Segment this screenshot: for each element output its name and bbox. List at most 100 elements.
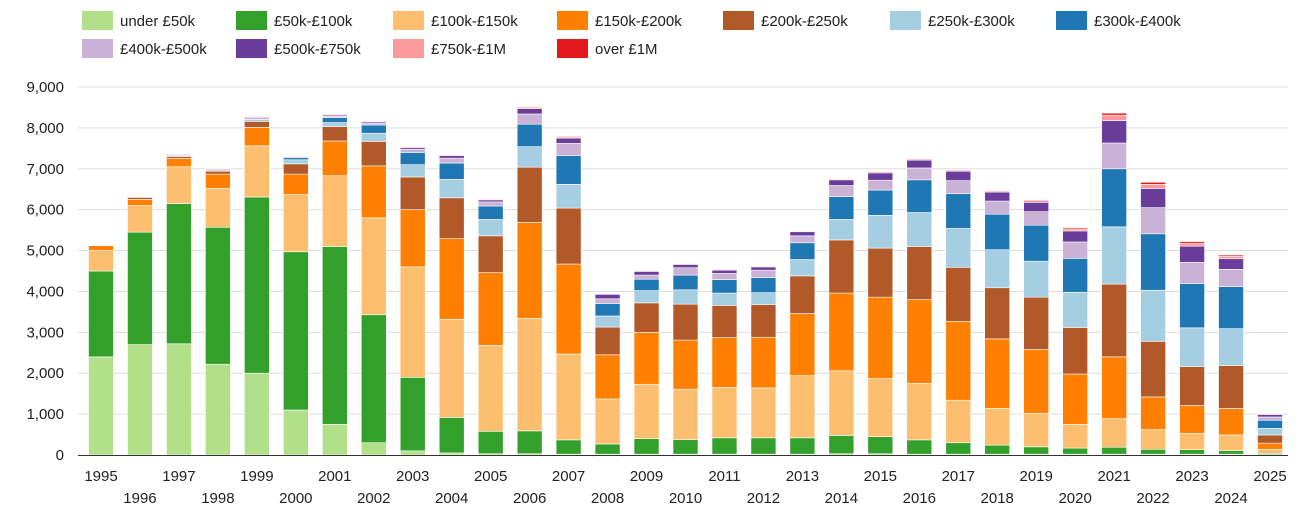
bar-stack-1998 — [205, 168, 231, 456]
bar-segment-2021-series-6 — [1101, 226, 1127, 285]
bar-segment-2016-series-2 — [906, 439, 933, 455]
bar-segment-1996-series-3 — [127, 205, 153, 233]
bar-segment-2012-series-6 — [750, 292, 777, 305]
bar-segment-2014-series-5 — [828, 239, 855, 294]
bar-segment-2021-series-10 — [1101, 114, 1127, 121]
bar-stack-2012 — [750, 265, 777, 456]
bar-segment-2015-series-8 — [867, 179, 894, 191]
bar-segment-2022-series-3 — [1140, 429, 1166, 450]
x-tick-label: 1995 — [84, 468, 117, 485]
x-tick-label: 2004 — [435, 490, 468, 507]
bar-segment-2001-series-2 — [321, 246, 348, 425]
bar-segment-2010-series-5 — [672, 303, 699, 341]
bar-segment-2013-series-8 — [789, 235, 816, 244]
bar-segment-2022-series-5 — [1140, 341, 1166, 398]
x-tick-label: 2006 — [513, 490, 546, 507]
bar-segment-2006-series-9 — [516, 108, 543, 115]
bar-segment-2022-series-10 — [1140, 184, 1166, 189]
bar-segment-2015-series-4 — [867, 296, 894, 379]
x-tick-label: 2023 — [1175, 468, 1208, 485]
y-tick-label: 4,000 — [26, 283, 64, 300]
bar-segment-2004-series-1 — [438, 452, 465, 456]
bar-segment-2002-series-8 — [360, 122, 387, 126]
bar-segment-2004-series-2 — [438, 417, 465, 454]
bar-segment-2012-series-3 — [750, 387, 777, 439]
bar-segment-2016-series-5 — [906, 246, 933, 300]
x-tick-label: 2015 — [864, 468, 897, 485]
bar-segment-2009-series-2 — [633, 438, 660, 455]
bar-segment-2005-series-3 — [477, 345, 504, 432]
bar-segment-2018-series-4 — [984, 338, 1011, 409]
x-axis: 1995 1996 1997 1998 1999 2000 2001 2002 2003 2004… — [78, 455, 1288, 507]
bar-segment-2001-series-10 — [321, 114, 348, 116]
bar-segment-2006-series-2 — [516, 430, 543, 455]
bar-segment-2024-series-8 — [1218, 269, 1244, 287]
bar-segment-2006-series-11 — [516, 106, 543, 108]
bar-segment-1996-series-2 — [127, 231, 153, 345]
bar-segment-2006-series-5 — [516, 166, 543, 223]
legend-label-9: £500k-£750k — [274, 41, 361, 58]
x-tick-label: 1997 — [162, 468, 195, 485]
bar-segment-2014-series-3 — [828, 370, 855, 436]
bar-segment-2005-series-6 — [477, 219, 504, 237]
bar-segment-2008-series-9 — [594, 294, 621, 300]
bar-segment-2013-series-5 — [789, 275, 816, 314]
legend-swatch-1 — [82, 11, 113, 30]
bar-stack-2011 — [711, 268, 738, 456]
bar-stack-2018 — [984, 190, 1011, 456]
legend-label-10: £750k-£1M — [431, 41, 506, 58]
legend-label-4: £150k-£200k — [595, 13, 682, 30]
bar-segment-2025-series-7 — [1257, 419, 1283, 429]
bar-stack-2013 — [789, 230, 816, 456]
bar-segment-2007-series-4 — [555, 263, 582, 355]
bar-segment-2010-series-6 — [672, 289, 699, 305]
bar-segment-2010-series-7 — [672, 274, 699, 291]
bar-segment-2023-series-3 — [1179, 433, 1205, 450]
x-tick-label: 2025 — [1253, 468, 1286, 485]
x-tick-label: 2024 — [1214, 490, 1247, 507]
bar-segment-2004-series-6 — [438, 179, 465, 199]
bar-stack-2025 — [1257, 412, 1283, 456]
bar-segment-2002-series-5 — [360, 141, 387, 167]
bar-segment-2025-series-8 — [1257, 416, 1283, 421]
bar-segment-2006-series-7 — [516, 123, 543, 147]
bar-segment-2008-series-5 — [594, 326, 621, 356]
x-tick-label: 2014 — [825, 490, 858, 507]
bar-segment-2002-series-6 — [360, 132, 387, 142]
bar-stack-2004 — [438, 154, 465, 456]
bar-segment-2023-series-2 — [1179, 449, 1205, 455]
bar-segment-2011-series-7 — [711, 279, 738, 294]
x-tick-label: 2012 — [747, 490, 780, 507]
bar-segment-2022-series-6 — [1140, 289, 1166, 342]
x-tick-label: 2010 — [669, 490, 702, 507]
bar-segment-1997-series-1 — [166, 343, 192, 456]
bar-segment-2018-series-6 — [984, 249, 1011, 289]
bar-segment-2021-series-8 — [1101, 142, 1127, 170]
bar-segment-2017-series-3 — [945, 399, 972, 444]
x-tick-label: 2002 — [357, 490, 390, 507]
bar-stack-2005 — [477, 198, 504, 456]
bar-segment-2018-series-2 — [984, 444, 1011, 455]
bar-segment-2014-series-9 — [828, 179, 855, 186]
bar-segment-2000-series-7 — [283, 157, 309, 161]
bar-stack-2000 — [283, 155, 309, 456]
bar-segment-2021-series-9 — [1101, 120, 1127, 144]
legend-swatch-2 — [236, 11, 267, 30]
bar-stack-2024 — [1218, 254, 1244, 456]
bar-segment-2021-series-4 — [1101, 356, 1127, 419]
bar-segment-2000-series-3 — [283, 194, 309, 253]
bar-segment-2020-series-8 — [1062, 241, 1088, 259]
bar-segment-2003-series-3 — [399, 266, 426, 378]
bar-segment-2000-series-5 — [283, 163, 309, 175]
bar-segment-2008-series-4 — [594, 354, 621, 400]
bar-segment-2007-series-9 — [555, 137, 582, 144]
bar-stack-2008 — [594, 292, 621, 456]
y-tick-label: 0 — [56, 447, 64, 464]
bar-segment-2025-series-5 — [1257, 434, 1283, 444]
x-tick-label: 2000 — [279, 490, 312, 507]
legend-swatch-4 — [557, 11, 588, 30]
x-tick-label: 2005 — [474, 468, 507, 485]
bar-segment-2001-series-4 — [321, 140, 348, 177]
bar-segment-2003-series-10 — [399, 146, 426, 148]
